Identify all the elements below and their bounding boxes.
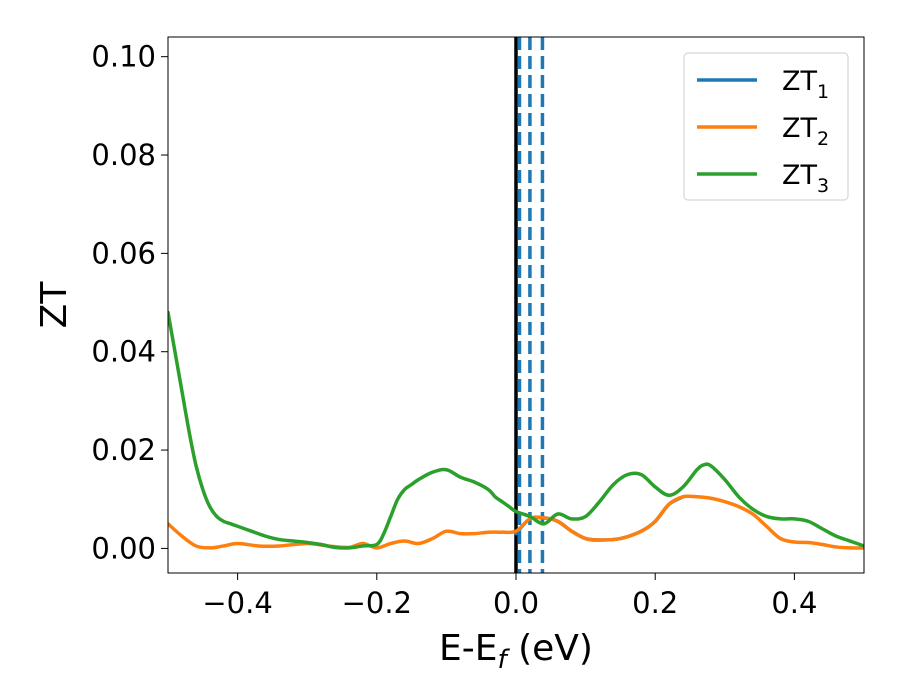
x-axis-label: E-Ef (eV)	[439, 628, 593, 675]
y-tick-label: 0.02	[91, 433, 156, 467]
x-tick-label: −0.4	[202, 586, 272, 620]
x-tick-label: 0.2	[632, 586, 678, 620]
series-line-zt2	[168, 494, 864, 550]
legend-box	[683, 52, 849, 201]
x-axis: −0.4 −0.2 0.0 0.2 0.4	[202, 573, 817, 620]
legend-label-zt3: ZT3	[782, 160, 829, 197]
x-tick-label: −0.2	[342, 586, 412, 620]
y-tick-label: 0.00	[91, 531, 156, 565]
series-lines	[168, 310, 864, 550]
x-tick-label: 0.4	[771, 586, 817, 620]
legend-label-zt2: ZT2	[782, 113, 829, 150]
y-axis: 0.00 0.02 0.04 0.06 0.08 0.10	[91, 40, 168, 565]
vertical-reference-lines	[514, 37, 545, 573]
y-tick-label: 0.04	[91, 335, 156, 369]
y-axis-label: ZT	[34, 281, 75, 329]
series-line-zt3	[168, 310, 864, 550]
y-tick-label: 0.08	[91, 138, 156, 172]
x-tick-label: 0.0	[493, 586, 539, 620]
y-tick-label: 0.10	[91, 40, 156, 74]
legend: ZT1 ZT2 ZT3	[683, 52, 849, 201]
legend-label-zt1: ZT1	[782, 66, 829, 103]
y-tick-label: 0.06	[91, 236, 156, 270]
